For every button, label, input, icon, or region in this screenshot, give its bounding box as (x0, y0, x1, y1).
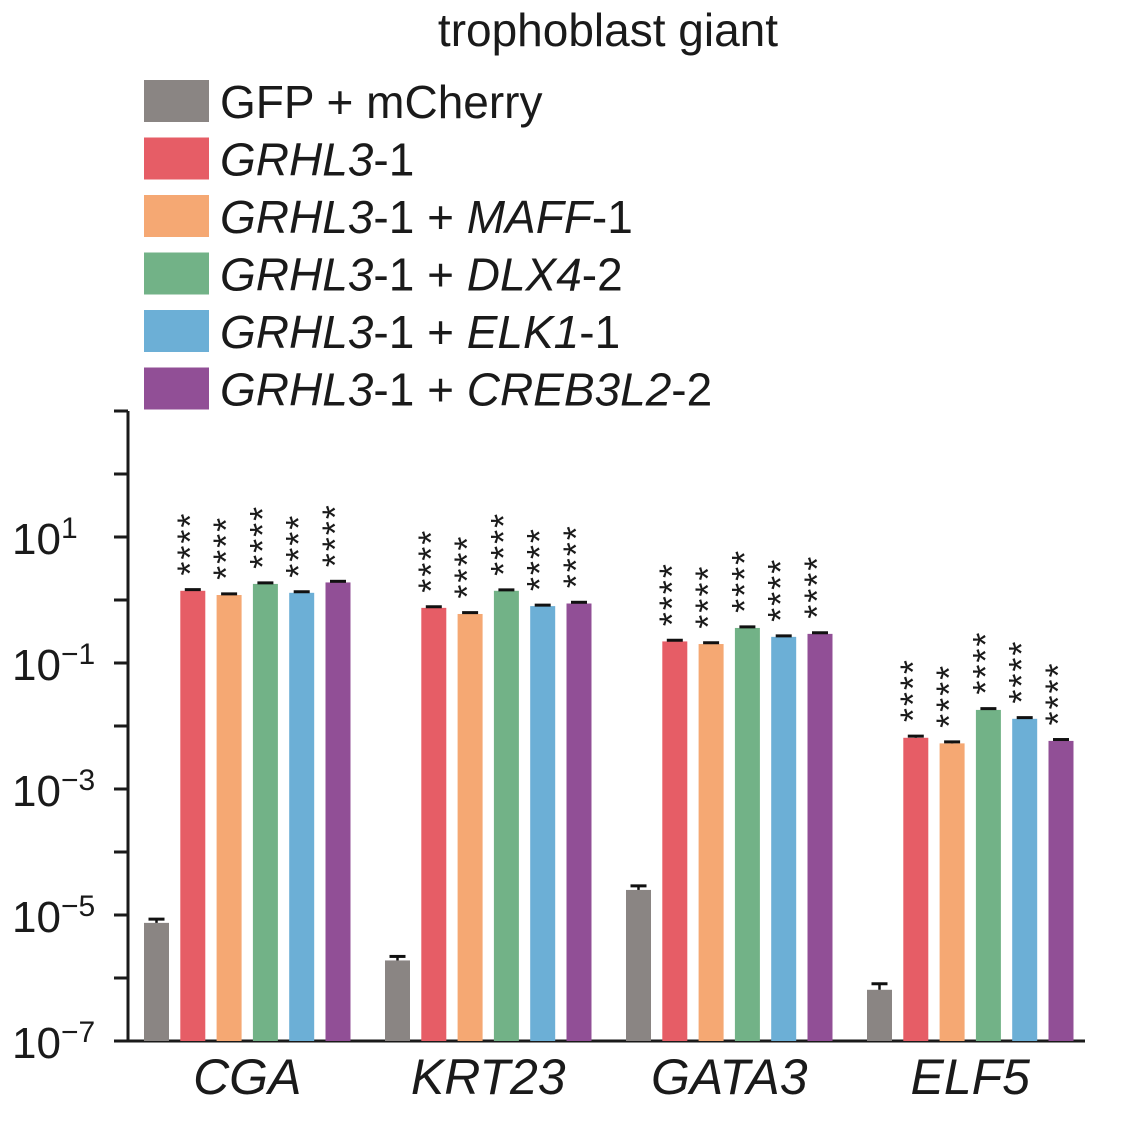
bar (698, 644, 724, 1041)
bar (216, 595, 242, 1041)
legend-label: GRHL3-1 + CREB3L2-2 (220, 364, 712, 416)
legend-swatch (144, 195, 209, 237)
category-labels: CGA KRT23 GATA3 ELF5 (193, 1049, 1030, 1105)
category-label: ELF5 (910, 1049, 1030, 1105)
bar (807, 633, 833, 1041)
bars: ******************** ********************… (144, 503, 1079, 1041)
chart-title: trophoblast giant (438, 4, 778, 56)
y-tick-label: 10−7 (12, 1016, 95, 1068)
significance-stars: **** (892, 658, 933, 722)
category-label: GATA3 (651, 1049, 808, 1105)
legend-label: GRHL3-1 (220, 134, 414, 186)
bar (180, 590, 206, 1041)
legend-swatch (144, 80, 209, 122)
bar (975, 709, 1001, 1041)
significance-stars: **** (206, 516, 247, 580)
bar (626, 889, 651, 1041)
y-tick-label: 10−5 (12, 890, 95, 942)
significance-stars: **** (760, 558, 801, 622)
bar (385, 960, 410, 1041)
legend-label: GFP + mCherry (220, 76, 543, 128)
bar (1048, 740, 1074, 1041)
bar (939, 743, 965, 1041)
significance-stars: **** (519, 527, 560, 591)
significance-stars: **** (315, 503, 356, 567)
significance-stars: **** (278, 514, 319, 578)
significance-stars: **** (929, 664, 970, 728)
bar (771, 636, 797, 1041)
significance-stars: **** (1001, 640, 1042, 704)
bar (867, 989, 892, 1041)
legend-label: GRHL3-1 + DLX4-2 (220, 249, 623, 301)
y-tick-label: 10−1 (12, 638, 95, 690)
significance-stars: **** (1038, 661, 1079, 725)
bar (289, 592, 315, 1041)
significance-stars: **** (556, 524, 597, 588)
bar (144, 922, 169, 1041)
significance-stars: **** (651, 562, 692, 626)
significance-stars: **** (169, 512, 210, 576)
significance-stars: **** (688, 565, 729, 629)
significance-stars: **** (724, 549, 765, 613)
bar (1012, 718, 1038, 1041)
y-tick-label: 101 (12, 512, 78, 564)
bar (421, 607, 447, 1041)
y-tick-label: 10−3 (12, 764, 95, 816)
bar (252, 583, 278, 1041)
bar (493, 590, 519, 1041)
bar (530, 606, 556, 1041)
axes: 101 10−1 10−3 10−5 10−7 (12, 409, 1085, 1068)
bar (325, 582, 351, 1041)
legend-swatch (144, 252, 209, 295)
legend-label: GRHL3-1 + MAFF-1 (220, 191, 633, 243)
category-label: KRT23 (411, 1049, 566, 1105)
significance-stars: **** (447, 535, 488, 599)
significance-stars: **** (965, 631, 1006, 695)
legend-label: GRHL3-1 + ELK1-1 (220, 306, 620, 358)
significance-stars: **** (483, 512, 524, 576)
legend-swatch (144, 137, 209, 180)
bar (457, 613, 483, 1041)
significance-stars: **** (797, 555, 838, 619)
significance-stars: **** (242, 505, 283, 569)
category-label: CGA (193, 1049, 301, 1105)
bar (662, 641, 688, 1041)
bar (566, 603, 592, 1041)
bar (734, 627, 760, 1041)
legend-swatch (144, 367, 209, 410)
significance-stars: **** (410, 529, 451, 593)
bar (903, 737, 929, 1041)
legend-swatch (144, 310, 209, 352)
